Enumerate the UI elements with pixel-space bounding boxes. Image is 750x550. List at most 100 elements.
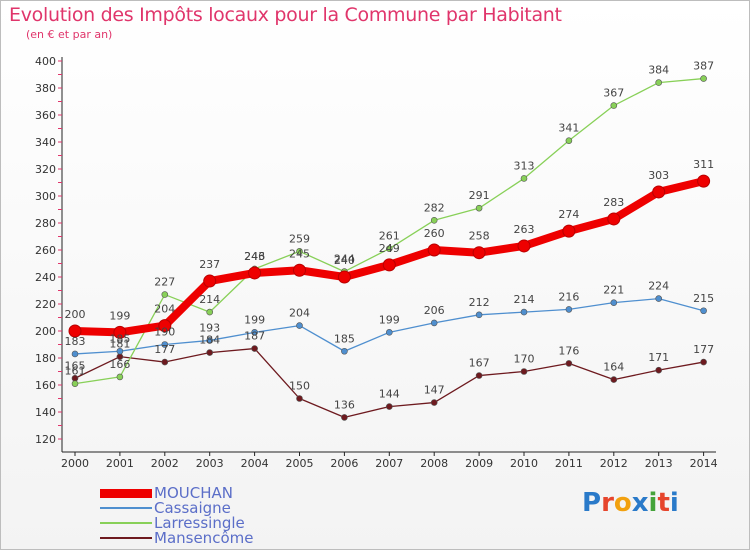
data-label: 167 [469,357,490,370]
logo-letter: o [613,488,632,518]
data-label: 245 [289,247,310,260]
proxiti-logo: Proxiti [582,488,679,518]
data-label: 204 [289,307,310,320]
logo-letter: x [631,488,649,518]
data-point [700,307,707,315]
data-point [475,204,483,212]
logo-letter: r [601,488,614,518]
data-point [610,102,618,109]
x-tick-label: 2007 [375,457,403,470]
legend-label-larressingle: Larressingle [154,514,245,532]
data-point [562,224,576,238]
y-tick-label: 340 [35,136,56,149]
data-label: 387 [693,60,714,73]
data-point [655,295,663,302]
y-tick-label: 280 [35,217,56,230]
data-point [430,217,438,224]
data-point [520,175,528,182]
data-point [206,308,213,316]
data-label: 303 [648,169,669,182]
x-tick-label: 2000 [61,457,89,470]
data-label: 212 [469,296,490,309]
x-tick-label: 2013 [645,457,673,470]
data-point [430,399,438,406]
data-label: 171 [648,351,669,364]
data-label: 221 [603,284,624,297]
data-label: 199 [379,313,400,326]
data-label: 260 [424,227,445,240]
data-point [655,79,663,86]
x-tick-label: 2001 [106,457,134,470]
legend-swatch-larressingle [100,522,152,524]
y-tick-label: 400 [35,55,56,68]
data-label: 147 [424,384,445,397]
data-point [385,403,393,410]
data-label: 384 [648,64,669,77]
logo-letter: i [648,488,658,518]
data-point [385,245,393,252]
data-label: 165 [65,359,86,372]
data-label: 216 [558,290,579,303]
data-label: 274 [558,208,579,221]
data-label: 176 [558,344,579,357]
y-tick-label: 160 [35,379,56,392]
data-label: 166 [109,358,130,371]
x-tick-label: 2002 [151,457,179,470]
x-tick-label: 2005 [286,457,314,470]
data-point [607,212,621,226]
data-point [341,414,348,421]
data-label: 282 [424,201,445,214]
data-point [697,174,711,188]
data-label: 184 [199,334,220,347]
data-label: 240 [334,254,355,267]
data-label: 224 [648,280,669,293]
data-point [161,341,169,348]
y-tick-label: 380 [35,82,56,95]
x-tick-label: 2006 [330,457,358,470]
data-label: 244 [334,253,355,266]
data-label: 313 [514,159,535,172]
data-point [382,258,396,272]
x-tick-label: 2010 [510,457,538,470]
y-tick-label: 180 [35,352,56,365]
data-label: 161 [65,365,86,378]
data-point [475,311,483,319]
x-tick-label: 2009 [465,457,493,470]
x-tick-label: 2014 [690,457,718,470]
data-point [337,270,351,284]
data-label: 227 [154,276,175,289]
data-label: 341 [558,122,579,135]
data-point [248,266,262,280]
data-label: 183 [65,335,86,348]
data-point [71,350,79,358]
data-point [520,308,528,316]
data-label: 144 [379,388,400,401]
data-label: 283 [603,196,624,209]
data-point [517,239,531,253]
data-label: 214 [514,293,535,306]
data-point [251,329,258,336]
data-point [427,243,441,257]
data-point [68,324,82,338]
data-label: 206 [424,304,445,317]
data-point [251,345,258,352]
legend-swatch-mansencome [100,537,152,539]
data-label: 177 [693,343,714,356]
data-point [565,360,573,367]
data-label: 367 [603,87,624,100]
legend-label-cassaigne: Cassaigne [154,499,231,517]
data-point [475,372,483,379]
data-label: 199 [244,313,265,326]
data-label: 258 [469,230,490,243]
legend-label-mansencome: Mansencôme [154,529,254,547]
data-point [116,373,124,381]
data-point [610,299,618,306]
data-label: 177 [154,343,175,356]
data-point [655,366,663,374]
data-label: 200 [65,308,86,321]
x-tick-label: 2003 [196,457,224,470]
data-point [652,185,666,199]
data-label: 150 [289,380,310,393]
data-label: 311 [693,158,714,171]
chart-title: Evolution des Impôts locaux pour la Comm… [9,4,562,26]
